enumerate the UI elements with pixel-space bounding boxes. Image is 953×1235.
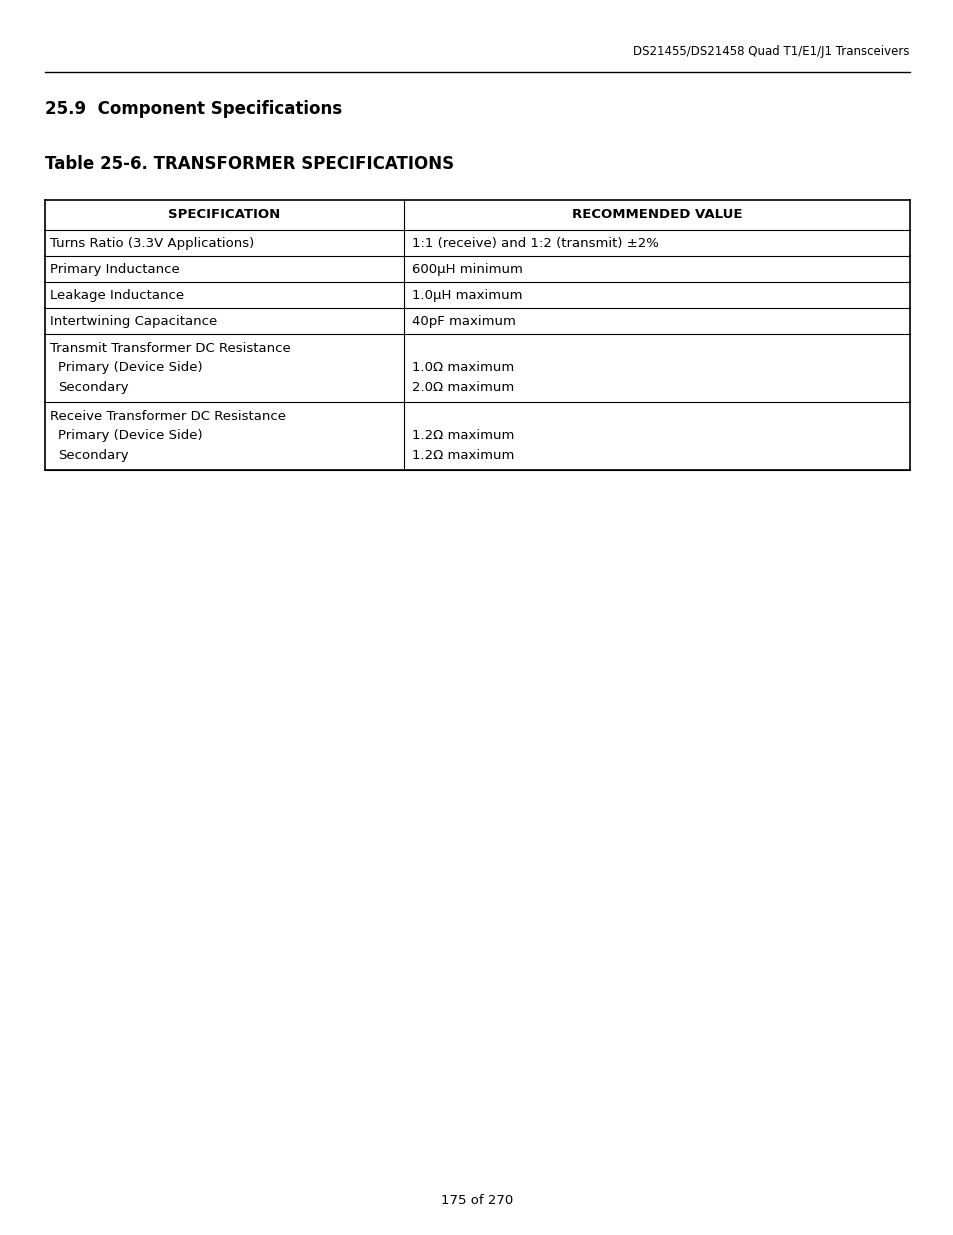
Text: 1.2Ω maximum: 1.2Ω maximum — [412, 430, 514, 442]
Text: Primary (Device Side): Primary (Device Side) — [58, 362, 202, 374]
Text: Turns Ratio (3.3V Applications): Turns Ratio (3.3V Applications) — [50, 236, 254, 249]
Text: Secondary: Secondary — [58, 448, 129, 462]
Text: 1.0μH maximum: 1.0μH maximum — [412, 289, 522, 301]
Text: RECOMMENDED VALUE: RECOMMENDED VALUE — [571, 209, 741, 221]
Text: 175 of 270: 175 of 270 — [440, 1193, 513, 1207]
Text: Receive Transformer DC Resistance: Receive Transformer DC Resistance — [50, 410, 286, 424]
Text: Leakage Inductance: Leakage Inductance — [50, 289, 184, 301]
Text: 40pF maximum: 40pF maximum — [412, 315, 516, 327]
Text: Table 25-6. TRANSFORMER SPECIFICATIONS: Table 25-6. TRANSFORMER SPECIFICATIONS — [45, 156, 454, 173]
Text: SPECIFICATION: SPECIFICATION — [168, 209, 280, 221]
Text: Secondary: Secondary — [58, 380, 129, 394]
Text: 600μH minimum: 600μH minimum — [412, 263, 522, 275]
Text: 25.9  Component Specifications: 25.9 Component Specifications — [45, 100, 342, 119]
Text: DS21455/DS21458 Quad T1/E1/J1 Transceivers: DS21455/DS21458 Quad T1/E1/J1 Transceive… — [633, 44, 909, 58]
Text: 1:1 (receive) and 1:2 (transmit) ±2%: 1:1 (receive) and 1:2 (transmit) ±2% — [412, 236, 659, 249]
Text: 1.2Ω maximum: 1.2Ω maximum — [412, 448, 514, 462]
Text: Transmit Transformer DC Resistance: Transmit Transformer DC Resistance — [50, 342, 291, 354]
Text: 1.0Ω maximum: 1.0Ω maximum — [412, 362, 514, 374]
Text: Primary (Device Side): Primary (Device Side) — [58, 430, 202, 442]
Text: Intertwining Capacitance: Intertwining Capacitance — [50, 315, 217, 327]
Text: Primary Inductance: Primary Inductance — [50, 263, 179, 275]
Text: 2.0Ω maximum: 2.0Ω maximum — [412, 380, 514, 394]
